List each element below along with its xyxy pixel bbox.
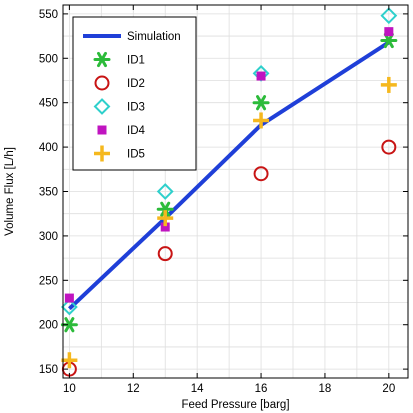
data-point-id1 [156,201,174,217]
data-point-id5 [380,76,397,93]
data-point-id4 [256,71,266,81]
y-tick-label: 300 [39,231,58,243]
data-point-id1-stroke [256,95,267,111]
y-tick-label: 250 [39,275,58,287]
legend-label-id5: ID5 [127,149,145,161]
data-point-id1 [380,32,398,49]
legend-swatch-id4 [97,125,107,135]
y-tick-label: 200 [39,320,58,332]
data-point-id3 [60,298,78,316]
legend-label-id1: ID1 [127,55,145,67]
x-tick-label: 16 [255,383,268,395]
y-axis-label: Volume Flux [L/h] [4,147,16,236]
data-point-id1-stroke [160,201,171,217]
data-point-id1 [252,95,270,111]
x-tick-label: 18 [319,383,332,395]
legend-swatch-id5 [94,145,110,162]
x-axis-label: Feed Pressure [barg] [181,399,289,411]
x-tick-label: 10 [63,383,76,395]
y-tick-label: 150 [39,364,58,376]
y-tick-label: 350 [39,187,58,199]
data-point-id5 [61,352,78,369]
x-tick-label: 12 [127,383,140,395]
legend-swatch-id1 [93,51,111,68]
data-point-id4 [64,293,74,303]
y-tick-label: 550 [39,9,58,21]
data-point-id3 [380,7,398,25]
data-point-id5 [157,210,174,227]
data-point-id2 [253,166,269,182]
legend-label-simulation: Simulation [127,31,181,43]
data-point-id5 [253,112,270,129]
series-line-simulation [68,40,390,311]
data-point-id2 [157,246,173,262]
legend-swatch-id3 [93,98,111,115]
data-point-id1-stroke [383,32,394,49]
legend-swatch-id1-stroke [97,51,107,68]
data-point-id3 [156,183,174,200]
y-tick-label: 400 [39,142,58,154]
series-layer [60,7,398,377]
x-tick-label: 20 [382,383,395,395]
data-point-id1-stroke [64,317,75,333]
x-tick-label: 14 [191,383,204,395]
data-point-id2 [381,139,397,155]
data-point-id4 [160,222,170,232]
y-tick-label: 500 [39,53,58,65]
legend: Simulation ID1 ID2 ID3 ID4 ID5 [72,16,197,171]
legend-label-id4: ID4 [127,125,146,137]
legend-label-id3: ID3 [127,102,145,114]
y-tick-label: 450 [39,98,58,110]
data-point-id4 [384,27,394,37]
axis-ticks: 10 12 14 16 18 20 150 200 250 300 350 400 450 500 550 [39,5,408,395]
legend-box [72,16,197,171]
legend-swatch-id2 [94,75,110,91]
legend-label-id2: ID2 [127,78,145,90]
